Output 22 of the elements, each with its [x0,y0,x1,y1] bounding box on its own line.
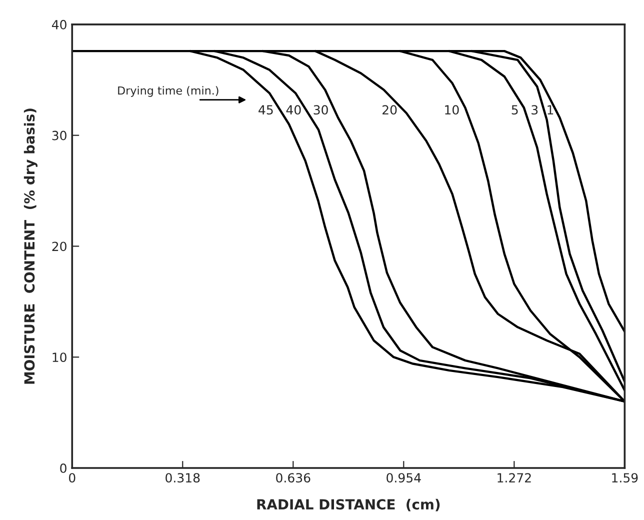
y-axis-title: MOISTURE CONTENT (% dry basis) [24,108,38,384]
series-label: 10 [445,105,459,115]
y-tick-label: 20 [52,242,66,252]
y-tick-label: 0 [60,463,66,473]
x-tick-label: 0.636 [276,473,310,483]
series-label: 1 [548,105,554,114]
y-tick-label: 10 [52,352,66,362]
series-label: 40 [286,105,301,115]
x-tick-label: 0 [68,473,76,483]
x-axis-title: RADIAL DISTANCE (cm) [257,498,440,512]
annotation: Drying time (min.) [118,86,218,97]
y-tick-label: 30 [52,130,66,140]
series-label: 30 [314,105,328,115]
series-label: 3 [532,105,538,115]
x-tick-label: 1.59 [612,473,638,483]
x-tick-label: 0.954 [386,473,421,483]
series-label: 20 [382,105,397,115]
series-label: 5 [512,105,518,115]
x-tick-label: 0.318 [166,473,200,483]
y-tick-label: 40 [52,20,66,30]
series-label: 45 [258,105,273,115]
x-tick-label: 1.272 [498,473,531,482]
